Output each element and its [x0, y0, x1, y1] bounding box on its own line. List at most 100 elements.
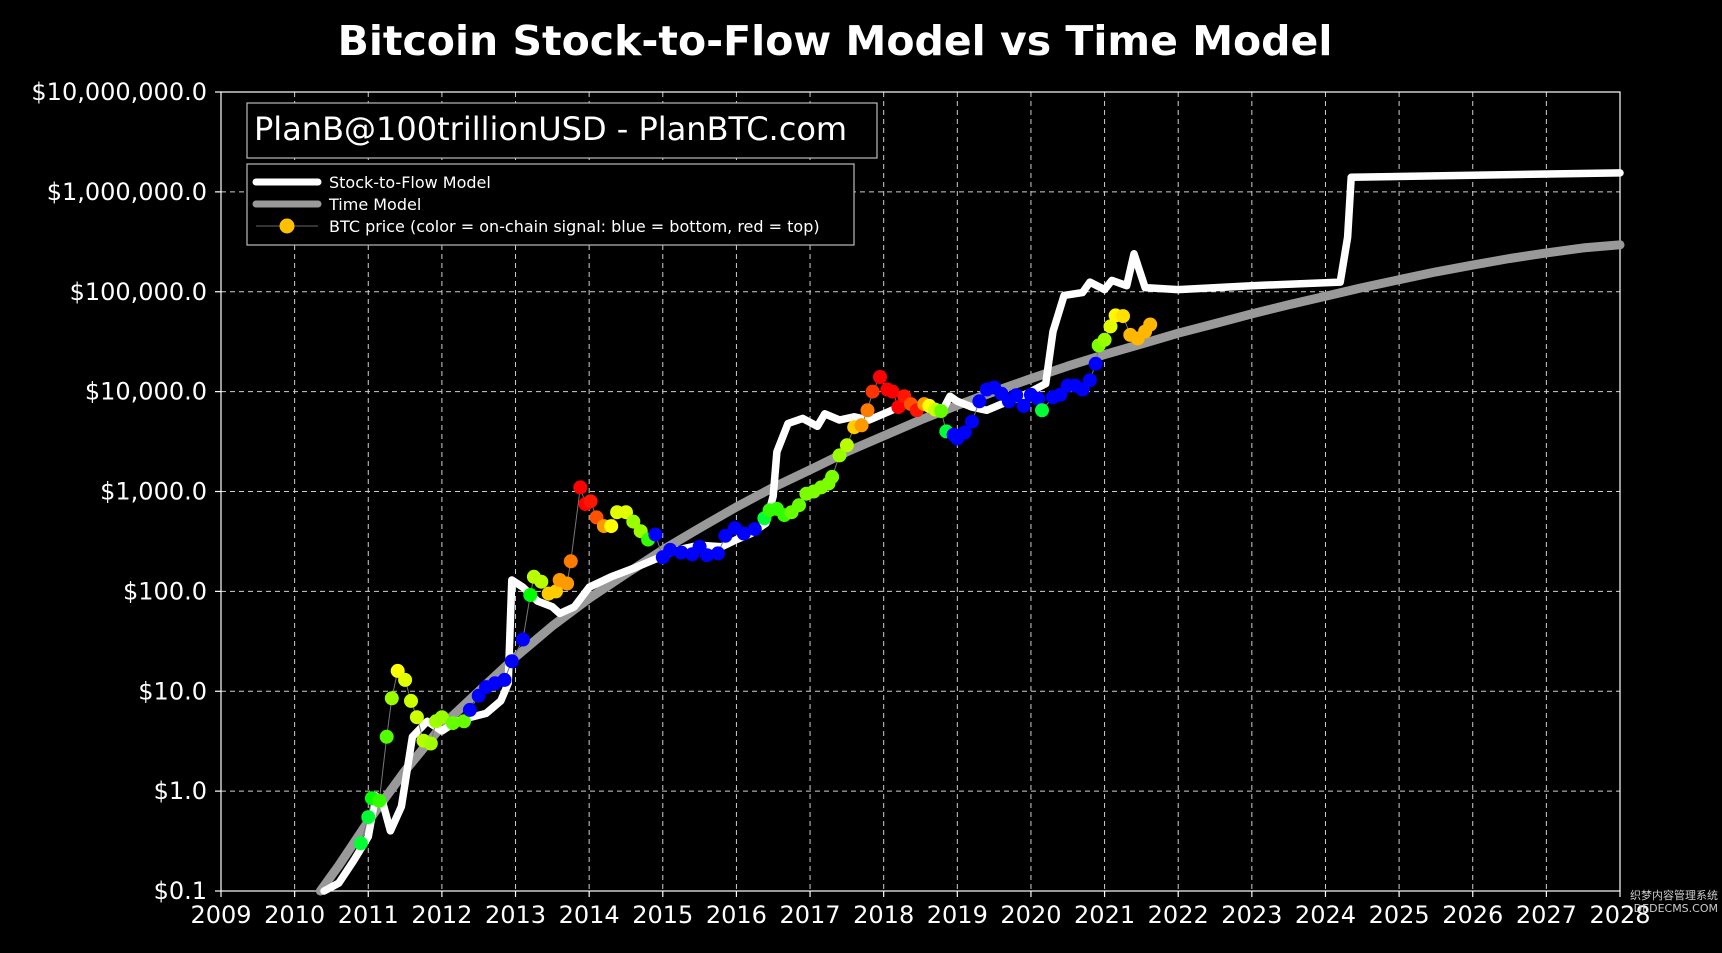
btc-price-point [515, 632, 530, 647]
btc-price-point [619, 505, 633, 520]
btc-price-point [604, 519, 619, 534]
btc-price-point [736, 526, 751, 541]
y-tick-label: $1.0 [154, 777, 207, 805]
x-axis: 2009 2010 2011 2012 2013 2014 2015 2016 2017 2018… [190, 891, 1651, 929]
y-tick-label: $1,000,000.0 [47, 178, 207, 206]
y-tick-label: $10,000.0 [85, 378, 207, 406]
y-tick-label: $0.1 [154, 877, 207, 905]
btc-price-point [854, 418, 869, 433]
y-tick-label: $10,000,000.0 [31, 78, 207, 106]
btc-price-point [1116, 309, 1130, 324]
x-tick-label: 2017 [780, 901, 841, 929]
x-tick-label: 2009 [190, 901, 251, 929]
x-tick-label: 2026 [1442, 901, 1503, 929]
btc-price-point [1143, 317, 1158, 332]
btc-price-point [1035, 403, 1049, 418]
legend-swatch-btc-marker [279, 218, 295, 234]
x-tick-label: 2028 [1589, 901, 1650, 929]
watermark-line-2: DEDECMS.COM [1634, 902, 1718, 915]
btc-price-point [891, 400, 906, 415]
btc-price-point [934, 404, 949, 418]
x-tick-label: 2018 [853, 901, 914, 929]
btc-price-point [523, 588, 538, 602]
btc-price-point [1031, 391, 1046, 406]
x-tick-label: 2025 [1369, 901, 1430, 929]
btc-price-markers [353, 308, 1158, 851]
x-tick-label: 2016 [706, 901, 767, 929]
x-tick-label: 2021 [1074, 901, 1135, 929]
btc-price-point [361, 810, 376, 825]
btc-price-point [379, 729, 394, 744]
chart-title: Bitcoin Stock-to-Flow Model vs Time Mode… [338, 17, 1333, 65]
x-tick-label: 2024 [1295, 901, 1356, 929]
btc-price-point [457, 714, 471, 729]
x-tick-label: 2014 [559, 901, 620, 929]
btc-price-point [648, 527, 663, 542]
btc-price-point [372, 793, 387, 808]
grid [221, 92, 1620, 891]
x-tick-label: 2027 [1516, 901, 1577, 929]
btc-price-point [832, 448, 847, 463]
btc-price-point [434, 710, 449, 725]
watermark: 织梦内容管理系统 DEDECMS.COM [1630, 888, 1718, 915]
legend-label-btc-price: BTC price (color = on-chain signal: blue… [329, 217, 820, 236]
btc-price-point [560, 576, 575, 591]
btc-price-point [965, 414, 979, 429]
btc-price-point [747, 522, 762, 537]
x-tick-label: 2020 [1000, 901, 1061, 929]
x-tick-label: 2012 [411, 901, 472, 929]
legend-label-time-model: Time Model [328, 195, 421, 214]
btc-price-point [718, 528, 733, 543]
x-tick-label: 2015 [632, 901, 693, 929]
x-tick-label: 2019 [927, 901, 988, 929]
btc-price-point [549, 584, 563, 599]
x-tick-label: 2023 [1221, 901, 1282, 929]
btc-price-point [1097, 332, 1112, 347]
btc-price-point [957, 425, 972, 440]
credit-text: PlanB@100trillionUSD - PlanBTC.com [254, 110, 847, 148]
btc-price-point [563, 554, 578, 569]
legend-label-s2f: Stock-to-Flow Model [329, 173, 491, 192]
btc-price-point [573, 480, 588, 495]
btc-price-point [445, 716, 460, 731]
x-tick-label: 2013 [485, 901, 546, 929]
btc-price-point [497, 672, 512, 687]
btc-price-point [1016, 398, 1031, 413]
legend: Stock-to-Flow Model Time Model BTC price… [246, 163, 855, 246]
btc-price-point [409, 710, 424, 725]
btc-price-point [423, 736, 438, 751]
credit-box: PlanB@100trillionUSD - PlanBTC.com [246, 102, 878, 159]
btc-price-point [873, 370, 887, 384]
btc-price-point [1009, 388, 1024, 403]
btc-price-point [462, 702, 477, 717]
btc-price-point [398, 672, 413, 687]
btc-price-point [384, 691, 399, 706]
btc-price-point [353, 836, 368, 851]
btc-price-point [825, 469, 840, 484]
btc-price-point [626, 514, 641, 529]
btc-price-point [972, 394, 987, 409]
y-tick-label: $1,000.0 [100, 478, 207, 506]
y-tick-label: $10.0 [138, 677, 207, 705]
x-tick-label: 2022 [1148, 901, 1209, 929]
btc-price-point [711, 546, 725, 561]
btc-price-point [534, 574, 549, 589]
btc-price-point [700, 548, 714, 563]
btc-price-point [865, 384, 880, 399]
btc-price-point [792, 498, 806, 513]
btc-price-point [839, 438, 854, 453]
watermark-line-1: 织梦内容管理系统 [1630, 888, 1718, 902]
x-tick-label: 2011 [338, 901, 399, 929]
btc-price-point [1088, 356, 1103, 371]
btc-price-point [404, 693, 418, 708]
y-axis: $0.1 $1.0 $10.0 $100.0 $1,000.0 $10,000.0 $100… [31, 78, 221, 905]
x-tick-label: 2010 [264, 901, 325, 929]
btc-price-point [504, 654, 519, 669]
btc-price-point [1103, 319, 1118, 334]
btc-price-point [1082, 373, 1097, 388]
credit-box-frame [246, 102, 878, 159]
btc-price-point [663, 542, 678, 557]
legend-frame [246, 163, 855, 246]
